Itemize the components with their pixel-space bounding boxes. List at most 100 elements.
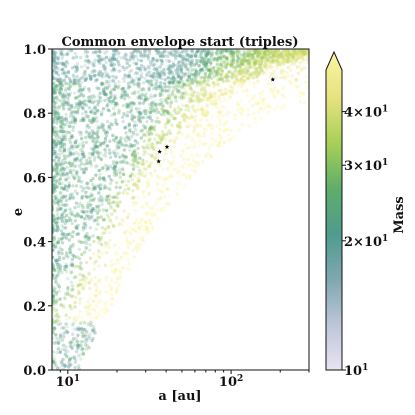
data-point xyxy=(87,346,91,350)
data-point xyxy=(128,148,132,152)
data-point xyxy=(205,97,210,101)
data-point xyxy=(52,49,55,53)
data-point xyxy=(118,276,123,281)
data-point xyxy=(61,100,65,105)
data-point xyxy=(68,244,73,249)
data-point xyxy=(54,318,59,323)
data-point xyxy=(147,152,151,157)
data-point xyxy=(97,72,101,76)
data-point xyxy=(175,192,179,196)
data-point xyxy=(204,62,208,67)
data-point xyxy=(181,54,185,59)
data-point xyxy=(119,56,124,60)
data-point xyxy=(116,59,120,64)
data-point xyxy=(290,58,294,62)
data-point xyxy=(301,50,305,54)
data-point xyxy=(53,60,57,64)
data-point xyxy=(54,182,58,186)
data-point xyxy=(59,119,63,123)
data-point xyxy=(83,63,87,67)
data-point xyxy=(259,60,264,65)
y-tick-label: 0.2 xyxy=(23,300,46,315)
data-point xyxy=(79,185,83,189)
data-point xyxy=(115,161,119,166)
data-point xyxy=(114,101,119,105)
data-point xyxy=(275,89,280,93)
data-point xyxy=(73,65,77,69)
data-point xyxy=(155,133,159,137)
data-point xyxy=(302,61,306,65)
data-point xyxy=(266,58,270,63)
data-point xyxy=(176,67,180,72)
data-point xyxy=(219,62,223,67)
data-point xyxy=(219,75,224,79)
data-point xyxy=(52,175,55,180)
data-point xyxy=(53,108,57,113)
y-tick-label: 0.0 xyxy=(23,364,46,379)
data-point xyxy=(135,184,139,188)
data-point xyxy=(69,270,74,275)
data-point xyxy=(125,105,129,109)
data-point xyxy=(109,204,113,208)
data-point xyxy=(111,200,116,204)
data-point xyxy=(176,49,180,53)
data-point xyxy=(52,336,55,340)
data-point xyxy=(66,70,71,74)
data-point xyxy=(84,140,89,145)
data-point xyxy=(136,49,141,53)
data-point xyxy=(53,56,57,60)
data-point xyxy=(177,165,182,169)
data-point xyxy=(196,154,201,158)
data-point xyxy=(283,49,287,53)
data-point xyxy=(97,151,101,156)
data-point xyxy=(55,298,59,302)
data-point xyxy=(93,187,97,191)
data-point xyxy=(57,105,61,109)
data-point xyxy=(177,130,181,135)
data-point xyxy=(59,124,63,129)
data-point xyxy=(180,152,185,157)
data-point xyxy=(252,51,257,55)
data-point xyxy=(303,49,307,53)
data-point xyxy=(125,215,130,220)
data-point xyxy=(81,152,86,157)
data-point xyxy=(187,83,191,87)
data-point xyxy=(132,160,137,164)
data-point xyxy=(281,61,286,65)
data-point xyxy=(135,76,139,80)
data-point xyxy=(56,97,60,102)
data-point xyxy=(193,117,198,122)
data-point xyxy=(114,171,119,176)
data-point xyxy=(265,53,270,57)
data-point xyxy=(285,60,289,64)
data-point xyxy=(160,107,164,111)
data-point xyxy=(266,49,270,53)
data-point xyxy=(163,77,167,82)
data-point xyxy=(253,102,258,106)
data-point xyxy=(273,51,277,55)
data-point xyxy=(255,68,259,73)
data-point xyxy=(270,66,275,70)
data-point xyxy=(72,356,77,361)
data-point xyxy=(293,50,297,54)
data-point xyxy=(52,217,56,221)
data-point xyxy=(242,51,247,55)
data-point xyxy=(138,110,142,115)
data-point xyxy=(112,166,117,170)
data-point xyxy=(207,83,211,88)
data-point xyxy=(79,92,84,96)
data-point xyxy=(306,54,309,59)
data-point xyxy=(91,100,95,105)
data-point xyxy=(137,118,141,123)
data-point xyxy=(268,66,272,70)
data-point xyxy=(298,49,303,53)
data-point xyxy=(165,201,169,206)
data-point xyxy=(168,69,173,74)
data-point xyxy=(225,49,229,53)
data-point xyxy=(52,133,56,137)
data-point xyxy=(65,292,70,296)
data-point xyxy=(148,130,152,134)
data-point xyxy=(162,110,166,115)
data-point xyxy=(190,81,195,85)
data-point xyxy=(174,83,179,88)
